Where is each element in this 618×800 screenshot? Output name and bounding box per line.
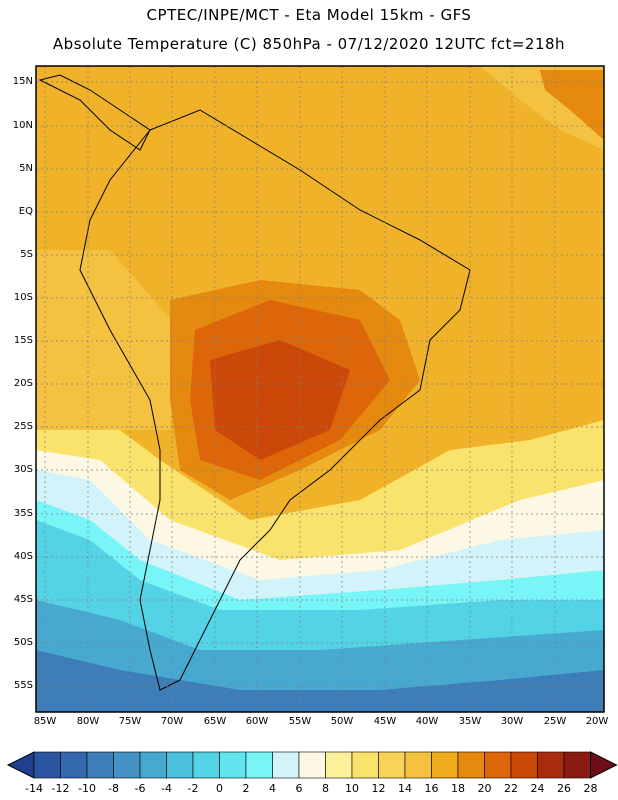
colorbar-label: 6 [295, 782, 303, 795]
title-line-2: Absolute Temperature (C) 850hPa - 07/12/… [52, 35, 566, 53]
colorbar-label: 20 [477, 782, 492, 795]
colorbar-label: 26 [557, 782, 571, 795]
colorbar-label: -8 [108, 782, 119, 795]
lon-label: 70W [160, 716, 184, 727]
colorbar-label: 8 [322, 782, 329, 795]
colorbar-swatch [510, 751, 538, 779]
colorbar-swatch [563, 751, 591, 779]
colorbar-swatch [33, 751, 61, 779]
colorbar-label: 4 [269, 782, 276, 795]
colorbar-right-arrow [590, 751, 618, 779]
colorbar-label: 2 [242, 782, 250, 795]
lat-label: 10S [13, 292, 33, 303]
band-n8c [36, 650, 604, 712]
lon-label: 20W [585, 716, 609, 727]
warm-ne-field [540, 70, 604, 140]
colorbar [6, 751, 618, 779]
colorbar-swatch [60, 751, 88, 779]
colorbar-label: 16 [424, 782, 439, 795]
lat-label: 30S [13, 464, 33, 475]
map-frame [35, 65, 605, 713]
lat-label: 25S [13, 421, 33, 432]
colorbar-swatch [431, 751, 459, 779]
colorbar-swatch [272, 751, 300, 779]
lon-label: 75W [118, 716, 142, 727]
colorbar-swatch [484, 751, 512, 779]
colorbar-label: 22 [504, 782, 518, 795]
colorbar-label: 12 [371, 782, 386, 795]
colorbar-label: -12 [51, 782, 70, 795]
colorbar-swatch [457, 751, 485, 779]
lat-label: 15N [12, 76, 33, 87]
colorbar-swatch [86, 751, 114, 779]
colorbar-swatch [219, 751, 247, 779]
south-america-outline [79, 109, 471, 691]
colorbar-label: 0 [216, 782, 223, 795]
lon-label: 40W [415, 716, 439, 727]
colorbar-label: -10 [78, 782, 96, 795]
title-line-1: CPTEC/INPE/MCT - Eta Model 15km - GFS [146, 6, 472, 24]
lon-label: 60W [245, 716, 269, 727]
colorbar-label: -6 [134, 782, 146, 795]
lon-label: 55W [288, 716, 312, 727]
lat-label: 5S [20, 249, 33, 260]
colorbar-label: 28 [583, 782, 598, 795]
lon-label: 45W [373, 716, 397, 727]
colorbar-swatch [245, 751, 273, 779]
colorbar-swatch [404, 751, 432, 779]
lat-label: 40S [13, 551, 33, 562]
colorbar-swatch [192, 751, 220, 779]
lat-label: 50S [13, 637, 33, 648]
lat-label: 35S [13, 508, 33, 519]
lon-label: 80W [76, 716, 100, 727]
lat-label: 10N [12, 120, 33, 131]
colorbar-label: 24 [530, 782, 545, 795]
lat-label: 15S [13, 335, 33, 346]
lon-label: 25W [543, 716, 567, 727]
colorbar-label: -2 [187, 782, 199, 795]
core-hot-interior [210, 340, 350, 460]
colorbar-label: 10 [345, 782, 359, 795]
colorbar-swatch [351, 751, 379, 779]
colorbar-swatch [378, 751, 406, 779]
lat-label: 55S [13, 680, 33, 691]
lon-label: 35W [458, 716, 482, 727]
lon-label: 50W [330, 716, 354, 727]
colorbar-swatch [113, 751, 141, 779]
lat-label: 45S [13, 594, 33, 605]
central-america-outline [38, 74, 151, 151]
colorbar-swatch [166, 751, 194, 779]
lat-label: 5N [19, 163, 33, 174]
colorbar-swatch [325, 751, 353, 779]
lon-label: 30W [500, 716, 524, 727]
colorbar-label: -4 [161, 782, 172, 795]
colorbar-swatch [298, 751, 326, 779]
colorbar-label: 18 [451, 782, 465, 795]
lon-label: 65W [203, 716, 227, 727]
pacific-field [36, 250, 180, 430]
colorbar-left-arrow [6, 751, 35, 779]
colorbar-swatch [537, 751, 565, 779]
lat-label: 20S [13, 378, 33, 389]
colorbar-swatch [139, 751, 167, 779]
colorbar-label: 14 [398, 782, 412, 795]
lon-label: 85W [33, 716, 57, 727]
colorbar-label: -14 [25, 782, 43, 795]
lat-label: EQ [18, 206, 33, 217]
